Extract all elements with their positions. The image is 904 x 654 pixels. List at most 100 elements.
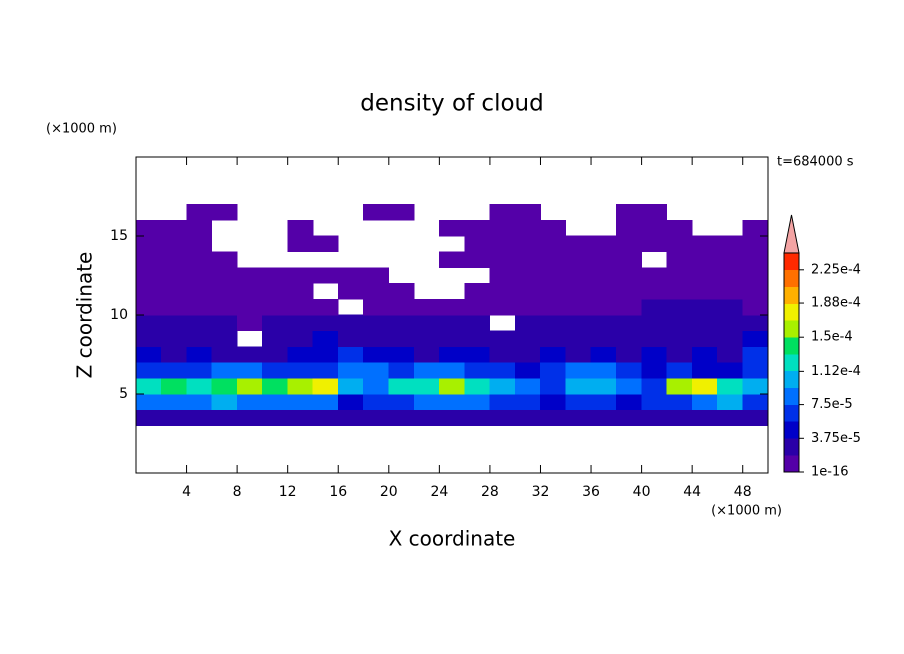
cell <box>616 393 642 411</box>
cell <box>363 267 390 284</box>
cell <box>514 267 541 284</box>
cell <box>616 362 642 379</box>
cell <box>742 219 769 237</box>
cell <box>160 283 187 300</box>
cell <box>742 377 769 395</box>
cell <box>287 346 314 363</box>
cell <box>135 235 162 253</box>
cell <box>236 314 263 332</box>
cell <box>590 251 617 268</box>
cell <box>464 314 491 332</box>
cell <box>616 235 642 253</box>
cell <box>337 362 364 379</box>
cell <box>540 298 567 316</box>
cell <box>413 393 440 411</box>
colorbar-tick-label: 1e-16 <box>811 465 849 480</box>
cell <box>666 346 693 363</box>
cell <box>262 283 288 300</box>
cell <box>363 283 390 300</box>
cell <box>590 298 617 316</box>
cell <box>211 251 238 268</box>
y-axis-label: Z coordinate <box>73 252 97 379</box>
cell <box>641 283 668 300</box>
cell <box>388 314 415 332</box>
cell <box>514 330 541 347</box>
colorbar-tick-label: 1.88e-4 <box>811 296 861 311</box>
colorbar-segment <box>783 370 800 388</box>
cell <box>666 251 693 268</box>
cell <box>211 377 238 395</box>
cell <box>186 362 213 379</box>
cell <box>666 330 693 347</box>
cell <box>616 267 642 284</box>
cell <box>388 204 415 221</box>
cell <box>439 251 465 268</box>
cell <box>363 377 390 395</box>
cell <box>616 409 642 426</box>
cell <box>262 346 288 363</box>
cell <box>717 298 744 316</box>
cell <box>590 235 617 253</box>
cell <box>691 251 718 268</box>
x-tick-label: 4 <box>182 484 191 500</box>
cell <box>691 409 718 426</box>
cell <box>388 298 415 316</box>
cell <box>464 393 491 411</box>
cell <box>666 409 693 426</box>
cell <box>312 362 339 379</box>
colorbar-segment <box>783 269 800 287</box>
cell <box>540 330 567 347</box>
cell <box>439 298 465 316</box>
cell <box>717 377 744 395</box>
cell <box>363 362 390 379</box>
cell <box>514 204 541 221</box>
colorbar-tick-label: 7.5e-5 <box>811 397 853 412</box>
cell <box>439 346 465 363</box>
cell <box>211 283 238 300</box>
heatmap-cells <box>135 204 769 426</box>
cell <box>742 346 769 363</box>
cell <box>464 377 491 395</box>
cell <box>489 298 516 316</box>
cell <box>413 377 440 395</box>
cell <box>236 267 263 284</box>
cell <box>464 409 491 426</box>
colorbar-segment <box>783 421 800 439</box>
cell <box>160 393 187 411</box>
colorbar-segment <box>783 320 800 338</box>
cell <box>717 283 744 300</box>
cell <box>717 267 744 284</box>
cell <box>186 267 213 284</box>
x-tick-label: 28 <box>481 484 499 500</box>
cell <box>363 330 390 347</box>
cell <box>616 204 642 221</box>
cell <box>439 409 465 426</box>
cell <box>641 330 668 347</box>
cell <box>464 362 491 379</box>
cell <box>691 235 718 253</box>
cell <box>489 377 516 395</box>
cell <box>337 346 364 363</box>
cell <box>236 298 263 316</box>
cell <box>160 330 187 347</box>
cell <box>540 283 567 300</box>
y-unit: (×1000 m) <box>46 122 117 137</box>
cell <box>337 409 364 426</box>
cell <box>186 409 213 426</box>
cell <box>287 409 314 426</box>
cell <box>540 219 567 237</box>
cell <box>641 204 668 221</box>
cell <box>135 219 162 237</box>
cell <box>616 283 642 300</box>
cell <box>540 362 567 379</box>
cell <box>186 283 213 300</box>
colorbar-tick-label: 1.5e-4 <box>811 330 853 345</box>
colorbar-segment <box>783 387 800 405</box>
colorbar-segment <box>783 454 800 473</box>
cell <box>590 362 617 379</box>
cell <box>489 267 516 284</box>
cell <box>388 377 415 395</box>
cell <box>616 251 642 268</box>
cell <box>413 409 440 426</box>
cell <box>565 298 592 316</box>
